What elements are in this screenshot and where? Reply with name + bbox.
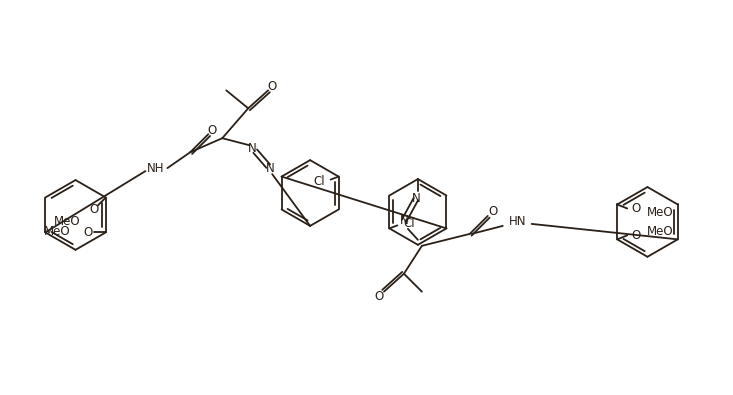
Text: NH: NH	[147, 162, 164, 175]
Text: O: O	[631, 202, 641, 215]
Text: N: N	[411, 192, 420, 205]
Text: Cl: Cl	[403, 217, 415, 230]
Text: O: O	[89, 203, 98, 216]
Text: MeO: MeO	[647, 225, 674, 238]
Text: N: N	[399, 214, 408, 228]
Text: O: O	[631, 229, 641, 242]
Text: O: O	[207, 124, 217, 137]
Text: N: N	[266, 162, 275, 175]
Text: Cl: Cl	[313, 175, 325, 188]
Text: N: N	[248, 142, 257, 155]
Text: MeO: MeO	[44, 225, 71, 238]
Text: MeO: MeO	[647, 206, 674, 219]
Text: O: O	[84, 226, 92, 239]
Text: MeO: MeO	[54, 215, 81, 228]
Text: O: O	[375, 290, 383, 303]
Text: HN: HN	[509, 215, 526, 228]
Text: O: O	[488, 205, 498, 218]
Text: O: O	[268, 80, 277, 93]
